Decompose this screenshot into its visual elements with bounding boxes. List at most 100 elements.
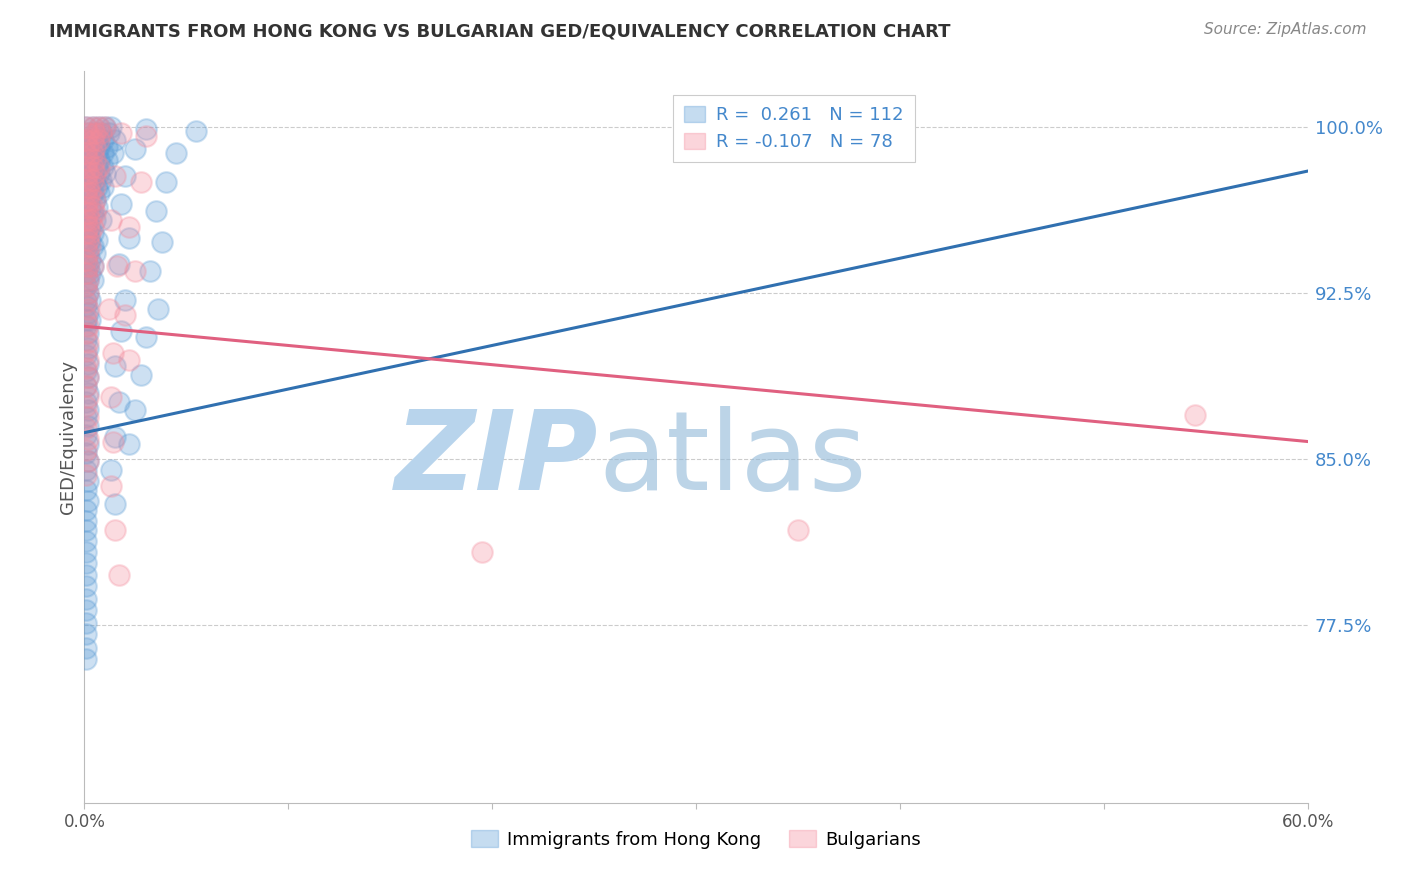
Point bbox=[75, 160, 97, 174]
Point bbox=[135, 330, 157, 344]
Point bbox=[75, 445, 97, 459]
Point bbox=[75, 299, 97, 313]
Point bbox=[90, 127, 112, 141]
Point bbox=[77, 454, 100, 468]
Point bbox=[75, 514, 97, 528]
Point bbox=[75, 212, 97, 227]
Point bbox=[77, 226, 100, 240]
Point bbox=[82, 219, 104, 234]
Point bbox=[104, 430, 127, 444]
Point bbox=[75, 545, 97, 559]
Point bbox=[101, 434, 124, 449]
Point bbox=[77, 419, 100, 434]
Point bbox=[75, 326, 97, 340]
Point bbox=[77, 246, 100, 260]
Point bbox=[124, 142, 146, 156]
Point bbox=[118, 230, 141, 244]
Point bbox=[114, 308, 136, 322]
Point bbox=[91, 160, 114, 174]
Point bbox=[82, 273, 104, 287]
Point bbox=[75, 293, 97, 307]
Point bbox=[86, 179, 108, 194]
Point bbox=[83, 139, 105, 153]
Point bbox=[87, 120, 110, 134]
Point bbox=[97, 301, 120, 316]
Point bbox=[75, 186, 97, 201]
Point bbox=[186, 124, 208, 138]
Point bbox=[82, 200, 104, 214]
Legend: Immigrants from Hong Kong, Bulgarians: Immigrants from Hong Kong, Bulgarians bbox=[464, 823, 928, 856]
Point bbox=[75, 233, 97, 247]
Point bbox=[79, 212, 101, 227]
Point bbox=[75, 239, 97, 253]
Point bbox=[82, 153, 104, 167]
Point bbox=[79, 252, 101, 267]
Point bbox=[104, 133, 127, 147]
Y-axis label: GED/Equivalency: GED/Equivalency bbox=[59, 360, 77, 514]
Point bbox=[75, 173, 97, 187]
Point bbox=[75, 160, 97, 174]
Point bbox=[75, 523, 97, 537]
Point bbox=[110, 197, 132, 211]
Point bbox=[104, 169, 127, 183]
Point bbox=[77, 319, 100, 334]
Point bbox=[77, 212, 100, 227]
Point bbox=[82, 260, 104, 274]
Point bbox=[114, 293, 136, 307]
Point bbox=[77, 206, 100, 220]
Point bbox=[83, 246, 105, 260]
Point bbox=[124, 264, 146, 278]
Point bbox=[77, 127, 100, 141]
Point bbox=[91, 133, 114, 147]
Point bbox=[77, 173, 100, 187]
Point bbox=[83, 193, 105, 207]
Point bbox=[75, 294, 97, 309]
Point bbox=[96, 153, 118, 167]
Point bbox=[75, 312, 97, 326]
Point bbox=[75, 219, 97, 234]
Point bbox=[83, 127, 105, 141]
Point bbox=[83, 193, 105, 207]
Point bbox=[96, 139, 118, 153]
Point bbox=[100, 120, 122, 134]
Point bbox=[75, 361, 97, 376]
Point bbox=[86, 146, 108, 161]
Point bbox=[471, 545, 494, 559]
Text: Source: ZipAtlas.com: Source: ZipAtlas.com bbox=[1204, 22, 1367, 37]
Point bbox=[75, 379, 97, 393]
Point bbox=[75, 266, 97, 280]
Point bbox=[77, 127, 100, 141]
Point bbox=[83, 127, 105, 141]
Point bbox=[82, 260, 104, 274]
Point bbox=[118, 219, 141, 234]
Point bbox=[145, 204, 167, 219]
Point bbox=[75, 410, 97, 425]
Point bbox=[79, 179, 101, 194]
Point bbox=[75, 567, 97, 582]
Point bbox=[124, 403, 146, 417]
Point bbox=[79, 146, 101, 161]
Point bbox=[108, 257, 131, 271]
Point bbox=[75, 627, 97, 641]
Point bbox=[75, 379, 97, 393]
Point bbox=[75, 239, 97, 253]
Point bbox=[165, 146, 187, 161]
Point bbox=[118, 352, 141, 367]
Point bbox=[131, 175, 153, 189]
Point bbox=[82, 166, 104, 180]
Point bbox=[77, 370, 100, 384]
Point bbox=[110, 127, 132, 141]
Point bbox=[75, 651, 97, 665]
Point bbox=[75, 279, 97, 293]
Point bbox=[146, 301, 169, 316]
Point bbox=[131, 368, 153, 382]
Point bbox=[77, 432, 100, 446]
Point bbox=[79, 226, 101, 240]
Point bbox=[77, 166, 100, 180]
Point bbox=[100, 479, 122, 493]
Point bbox=[77, 301, 100, 316]
Point bbox=[77, 370, 100, 384]
Point bbox=[110, 324, 132, 338]
Point bbox=[75, 186, 97, 201]
Point bbox=[77, 357, 100, 371]
